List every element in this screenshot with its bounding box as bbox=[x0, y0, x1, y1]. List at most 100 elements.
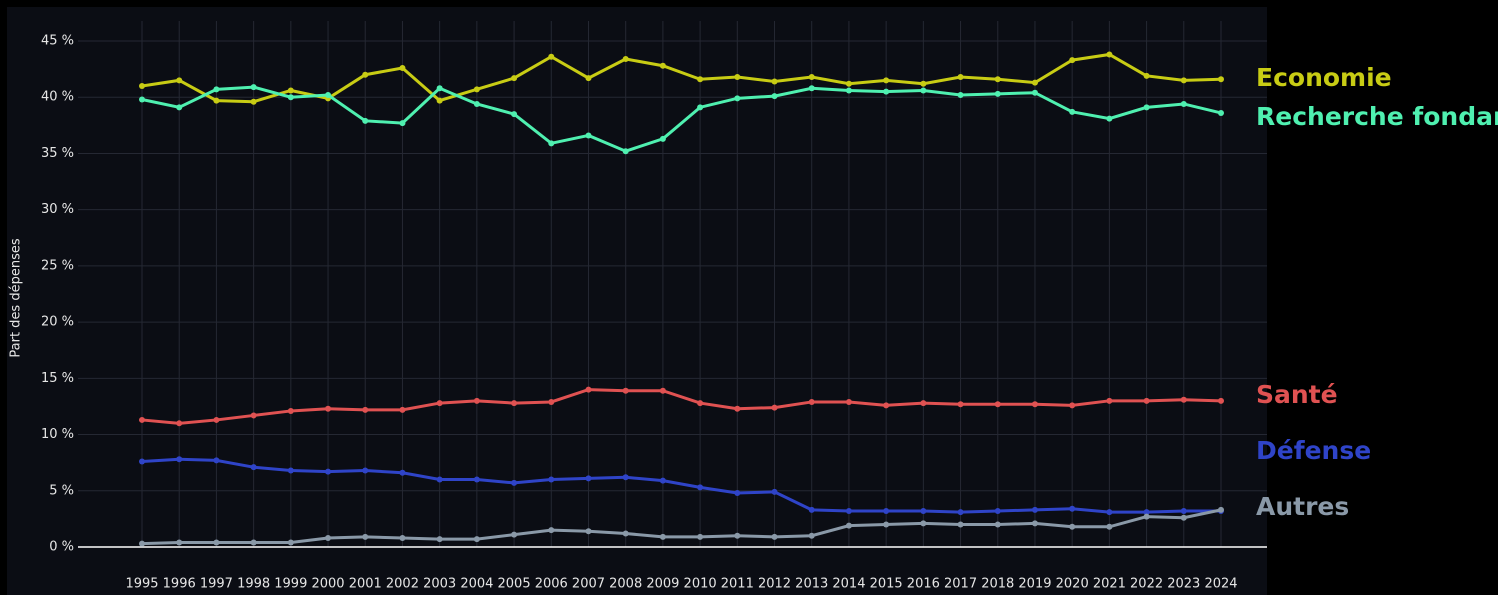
y-tick-label: 0 % bbox=[49, 540, 74, 555]
point bbox=[659, 533, 666, 540]
point bbox=[697, 104, 704, 111]
point bbox=[325, 535, 332, 542]
point bbox=[287, 94, 294, 101]
point bbox=[250, 98, 257, 105]
series-line bbox=[141, 85, 1222, 153]
x-tick-label: 2013 bbox=[795, 577, 828, 592]
point bbox=[845, 508, 852, 515]
x-tick-label: 1997 bbox=[200, 577, 233, 592]
x-tick-label: 2006 bbox=[535, 577, 568, 592]
point bbox=[399, 120, 406, 127]
y-tick-label: 25 % bbox=[41, 258, 74, 273]
point bbox=[1106, 51, 1113, 58]
x-tick-label: 2001 bbox=[349, 577, 382, 592]
point bbox=[734, 490, 741, 497]
x-tick-label: 1996 bbox=[163, 577, 196, 592]
point bbox=[250, 84, 257, 91]
point bbox=[1218, 109, 1224, 116]
y-tick-label: 10 % bbox=[41, 427, 74, 442]
point bbox=[176, 77, 183, 84]
point bbox=[1069, 523, 1076, 530]
point bbox=[808, 506, 815, 513]
point bbox=[1069, 402, 1076, 409]
series-line bbox=[141, 52, 1222, 104]
point bbox=[213, 416, 220, 423]
series-label: Défense bbox=[1256, 436, 1371, 465]
point bbox=[548, 398, 555, 405]
point bbox=[287, 407, 294, 414]
point bbox=[920, 87, 927, 94]
y-tick-label: 30 % bbox=[41, 202, 74, 217]
point bbox=[1106, 397, 1113, 404]
x-tick-label: 2021 bbox=[1093, 577, 1126, 592]
series-line bbox=[141, 388, 1222, 425]
point bbox=[659, 62, 666, 69]
point bbox=[548, 476, 555, 483]
point bbox=[957, 91, 964, 98]
point bbox=[659, 477, 666, 484]
point bbox=[920, 400, 927, 407]
point bbox=[920, 520, 927, 527]
point bbox=[473, 476, 480, 483]
point bbox=[920, 80, 927, 87]
point bbox=[399, 406, 406, 413]
point bbox=[1180, 77, 1187, 84]
point bbox=[734, 95, 741, 102]
point bbox=[845, 87, 852, 94]
x-tick-label: 1995 bbox=[125, 577, 158, 592]
point bbox=[1143, 397, 1150, 404]
point bbox=[883, 88, 890, 95]
point bbox=[511, 531, 518, 538]
point bbox=[1106, 523, 1113, 530]
x-tick-label: 2016 bbox=[907, 577, 940, 592]
point bbox=[883, 77, 890, 84]
point bbox=[176, 456, 183, 463]
x-tick-label: 2009 bbox=[646, 577, 679, 592]
point bbox=[548, 140, 555, 147]
point bbox=[399, 535, 406, 542]
point bbox=[957, 73, 964, 80]
point bbox=[808, 85, 815, 92]
point bbox=[920, 508, 927, 515]
x-tick-label: 2002 bbox=[386, 577, 419, 592]
point bbox=[139, 416, 145, 423]
y-tick-label: 35 % bbox=[41, 146, 74, 161]
point bbox=[473, 536, 480, 543]
point bbox=[585, 475, 592, 482]
point bbox=[697, 76, 704, 83]
point bbox=[213, 97, 220, 104]
series-line bbox=[141, 457, 1221, 514]
point bbox=[436, 400, 443, 407]
x-tick-label: 2020 bbox=[1056, 577, 1089, 592]
x-tick-label: 2005 bbox=[498, 577, 531, 592]
point bbox=[883, 402, 890, 409]
point bbox=[771, 78, 778, 85]
point bbox=[250, 464, 257, 471]
y-tick-label: 20 % bbox=[41, 315, 74, 330]
point bbox=[1218, 76, 1224, 83]
point bbox=[548, 527, 555, 534]
x-tick-label: 2000 bbox=[311, 577, 344, 592]
x-tick-label: 2024 bbox=[1204, 577, 1237, 592]
point bbox=[659, 387, 666, 394]
point bbox=[1031, 79, 1038, 86]
point bbox=[176, 104, 183, 111]
point bbox=[808, 398, 815, 405]
x-tick-label: 2015 bbox=[870, 577, 903, 592]
point bbox=[845, 398, 852, 405]
point bbox=[399, 469, 406, 476]
point bbox=[957, 401, 964, 408]
point bbox=[176, 420, 183, 427]
point bbox=[325, 468, 332, 475]
point bbox=[771, 404, 778, 411]
x-tick-label: 2023 bbox=[1167, 577, 1200, 592]
point bbox=[622, 387, 629, 394]
point bbox=[511, 111, 518, 118]
point bbox=[436, 97, 443, 104]
point bbox=[250, 412, 257, 419]
point bbox=[139, 96, 145, 103]
x-tick-label: 2011 bbox=[721, 577, 754, 592]
point bbox=[139, 82, 145, 89]
x-tick-label: 2019 bbox=[1018, 577, 1051, 592]
